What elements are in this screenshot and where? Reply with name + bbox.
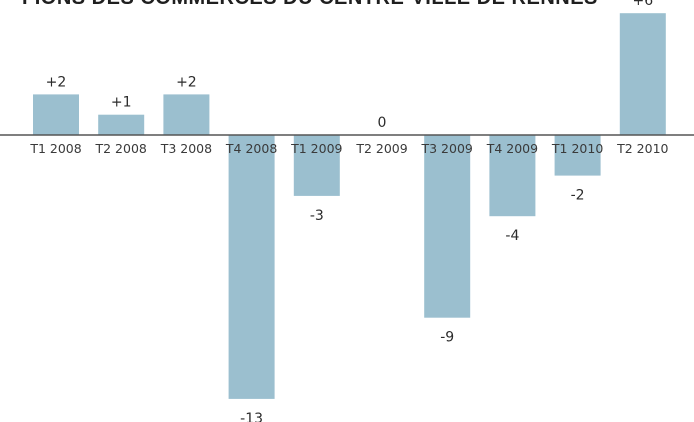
bar-t3-2009 — [424, 135, 471, 318]
chart-title: FIONS DES COMMERCES DU CENTRE-VILLE DE R… — [22, 0, 598, 9]
category-label: T2 2008 — [95, 141, 147, 156]
bar-t1-2008 — [33, 94, 79, 135]
bar-t4-2009 — [489, 135, 536, 217]
bar-t3-2008 — [163, 94, 210, 135]
category-label: T2 2010 — [616, 141, 668, 156]
category-label: T1 2008 — [29, 141, 81, 156]
value-label: +2 — [46, 74, 67, 90]
bar-t1-2009 — [293, 135, 340, 196]
bar-t2-2010 — [619, 13, 666, 136]
bar-t1-2010 — [554, 135, 601, 176]
category-labels-group: T1 2008 T2 2008 T3 2008 T4 2008 T1 2009 T2 20… — [29, 141, 668, 156]
value-label: +2 — [176, 74, 197, 90]
bars-group — [33, 13, 666, 399]
bar-t4-2008 — [228, 135, 275, 399]
value-label: -13 — [240, 411, 263, 422]
value-label: -4 — [505, 228, 519, 244]
category-label: T4 2008 — [225, 141, 277, 156]
value-label: 0 — [378, 115, 387, 131]
value-labels-group: +2 +1 +2 -13 -3 0 -9 -4 -2 +6 — [46, 0, 654, 422]
value-label: +1 — [111, 95, 132, 111]
category-label: T4 2009 — [486, 141, 538, 156]
category-label: T2 2009 — [355, 141, 407, 156]
value-label: -3 — [310, 208, 324, 224]
category-label: T3 2009 — [421, 141, 473, 156]
value-label: -9 — [440, 330, 454, 346]
value-label: -2 — [571, 188, 585, 204]
category-label: T1 2010 — [551, 141, 603, 156]
category-label: T1 2009 — [290, 141, 342, 156]
bar-t2-2008 — [98, 114, 145, 135]
value-label: +6 — [632, 0, 653, 9]
category-label: T3 2008 — [160, 141, 212, 156]
